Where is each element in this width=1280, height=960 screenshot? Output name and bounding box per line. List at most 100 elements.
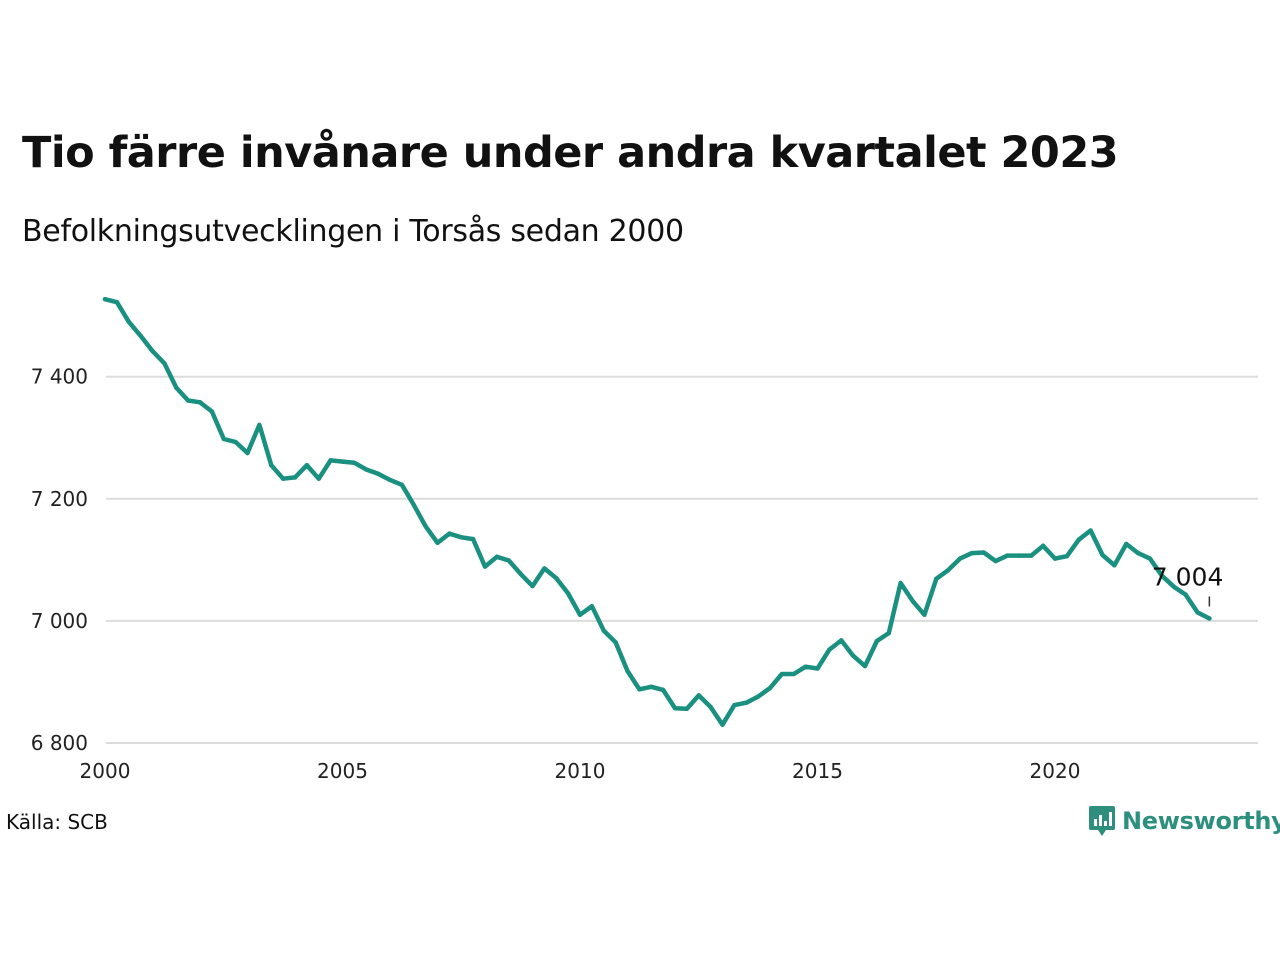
data-point: [672, 706, 678, 711]
annotation-layer: 7 004: [1152, 562, 1224, 607]
data-point: [755, 694, 761, 699]
data-point: [209, 409, 215, 414]
data-point: [340, 459, 345, 464]
data-point: [898, 580, 903, 586]
data-point: [1171, 584, 1176, 589]
data-point: [981, 550, 986, 555]
data-point: [874, 638, 880, 644]
data-point: [269, 463, 274, 468]
data-point: [506, 558, 511, 563]
data-point: [245, 450, 250, 456]
data-point: [138, 333, 143, 338]
data-point: [364, 467, 369, 472]
data-point: [375, 471, 381, 476]
data-point: [993, 558, 998, 564]
y-axis-ticks: 6 800 7 000 7 200 7 400: [31, 365, 88, 755]
data-point: [625, 668, 630, 674]
data-point: [399, 482, 405, 487]
data-point: [1064, 553, 1070, 559]
data-point: [1135, 550, 1141, 556]
data-point: [328, 458, 333, 463]
data-point: [577, 612, 583, 617]
newsworthy-logo: Newsworthy: [1088, 804, 1280, 838]
data-point: [815, 666, 820, 671]
data-point: [126, 319, 131, 324]
data-point: [518, 571, 523, 577]
data-point: [316, 476, 321, 481]
data-point: [1183, 592, 1188, 597]
data-point: [601, 628, 606, 633]
newsworthy-logo-text: Newsworthy: [1122, 807, 1280, 835]
data-point: [684, 706, 690, 712]
data-point: [934, 576, 939, 581]
x-tick-label: 2005: [317, 759, 368, 783]
data-point: [162, 361, 167, 366]
data-point: [114, 300, 120, 305]
data-point: [1112, 563, 1117, 568]
data-point: [482, 564, 488, 569]
x-axis-ticks: 2000 2005 2010 2015 2020: [80, 759, 1081, 783]
data-point: [1088, 528, 1093, 533]
data-point: [411, 502, 416, 508]
data-point: [744, 700, 749, 705]
data-point: [957, 556, 963, 561]
data-point: [732, 702, 737, 708]
newsworthy-logo-icon: [1089, 806, 1115, 836]
data-point: [185, 398, 191, 403]
data-point: [352, 460, 357, 465]
data-point: [447, 531, 452, 536]
data-point: [554, 575, 559, 581]
data-point: [649, 684, 654, 690]
data-point: [387, 477, 393, 483]
y-tick-label: 7 400: [31, 365, 88, 389]
x-tick-label: 2015: [792, 759, 843, 783]
x-tick-label: 2000: [80, 759, 131, 783]
data-point: [1124, 541, 1129, 547]
chart-title: Tio färre invånare under andra kvartalet…: [22, 128, 1119, 178]
data-point: [862, 663, 868, 669]
data-point: [945, 568, 951, 573]
data-point: [221, 436, 226, 442]
data-point: [423, 524, 428, 529]
source-note: Källa: SCB: [6, 810, 108, 834]
data-point: [280, 476, 286, 481]
data-point: [767, 685, 773, 691]
data-point: [803, 664, 808, 669]
data-point: [886, 630, 891, 636]
data-point: [1100, 552, 1105, 558]
annotation-label: 7 004: [1152, 562, 1224, 591]
series-layer: [102, 296, 1212, 727]
data-point: [1195, 610, 1200, 615]
data-point: [257, 422, 262, 428]
data-point: [910, 598, 915, 603]
data-point: [720, 722, 725, 727]
data-point: [1076, 537, 1081, 542]
data-point: [791, 671, 796, 677]
x-tick-label: 2010: [555, 759, 606, 783]
x-tick-label: 2020: [1030, 759, 1081, 783]
y-tick-label: 6 800: [31, 731, 88, 755]
data-point: [1017, 553, 1022, 558]
data-point: [174, 385, 179, 390]
series-line: [102, 296, 1212, 727]
data-point: [922, 612, 927, 617]
data-point: [494, 554, 500, 559]
data-point: [850, 653, 856, 658]
data-point: [1207, 616, 1212, 621]
data-point: [637, 687, 642, 692]
data-point: [150, 348, 155, 354]
data-point: [1029, 553, 1034, 558]
data-point: [1147, 556, 1153, 561]
data-point: [1005, 553, 1010, 558]
data-point: [304, 463, 310, 468]
data-point: [542, 566, 547, 571]
data-point: [459, 535, 464, 540]
data-point: [1052, 556, 1058, 561]
data-point: [827, 647, 832, 652]
data-point: [565, 591, 571, 596]
data-point: [102, 296, 108, 302]
data-point: [839, 638, 844, 643]
y-tick-label: 7 200: [31, 487, 88, 511]
data-point: [292, 475, 298, 480]
